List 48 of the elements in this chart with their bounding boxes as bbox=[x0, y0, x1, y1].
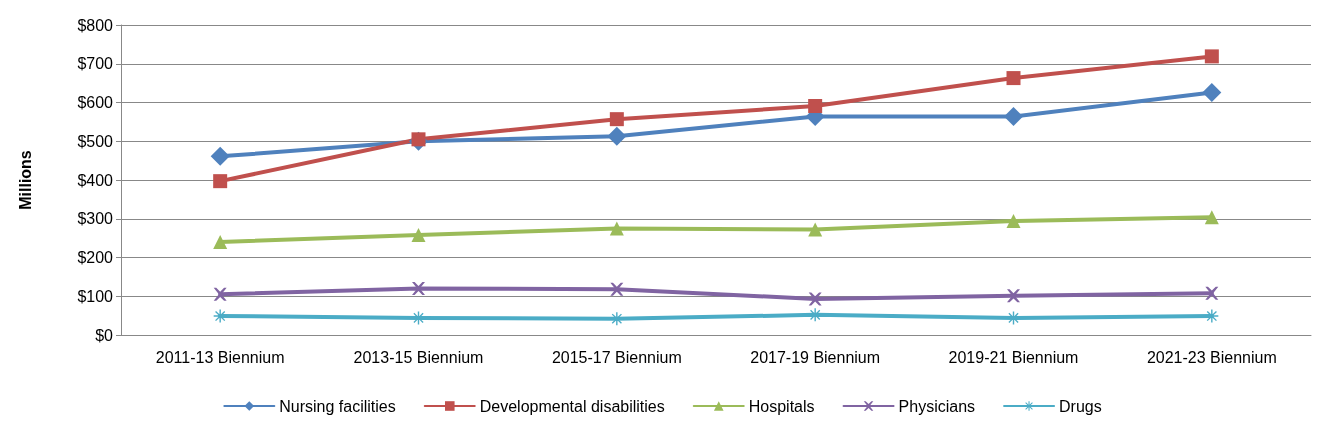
point bbox=[808, 308, 822, 322]
point bbox=[808, 222, 823, 237]
point bbox=[213, 309, 227, 323]
point bbox=[210, 146, 230, 166]
y-tick-label: $600 bbox=[77, 94, 114, 111]
legend-label: Physicians bbox=[898, 397, 976, 415]
y-tick-label: $100 bbox=[77, 287, 114, 305]
point bbox=[610, 282, 624, 296]
point bbox=[808, 292, 822, 306]
point bbox=[1205, 309, 1219, 323]
point bbox=[808, 98, 823, 113]
point bbox=[607, 126, 627, 146]
y-tick-label: $300 bbox=[77, 210, 114, 228]
point bbox=[1204, 210, 1219, 225]
y-tick-label: $400 bbox=[77, 171, 114, 189]
point bbox=[609, 112, 624, 127]
point bbox=[411, 228, 426, 243]
x-tick-label: 2013-15 Biennium bbox=[353, 348, 484, 366]
y-tick-label: $800 bbox=[77, 16, 114, 34]
legend-label: Hospitals bbox=[748, 397, 815, 415]
y-axis-title: Millions bbox=[16, 150, 34, 210]
x-tick-label: 2011-13 Biennium bbox=[155, 348, 285, 366]
point bbox=[412, 282, 425, 295]
legend-label: Developmental disabilities bbox=[479, 397, 665, 415]
point bbox=[213, 287, 227, 301]
point bbox=[610, 312, 624, 326]
x-tick-label: 2015-17 Biennium bbox=[551, 348, 682, 366]
point bbox=[1007, 311, 1020, 325]
point bbox=[609, 221, 624, 236]
point bbox=[412, 311, 425, 325]
point bbox=[1205, 286, 1219, 300]
x-tick-label: 2021-23 Biennium bbox=[1146, 348, 1277, 366]
point bbox=[1006, 71, 1021, 86]
x-tick-label: 2019-21 Biennium bbox=[948, 348, 1079, 366]
y-tick-label: $500 bbox=[77, 132, 114, 150]
legend-label: Drugs bbox=[1059, 397, 1102, 415]
y-tick-label: $0 bbox=[95, 326, 114, 344]
point bbox=[213, 174, 228, 189]
point bbox=[1004, 106, 1023, 126]
y-tick-label: $200 bbox=[77, 249, 114, 266]
point bbox=[1202, 82, 1222, 102]
y-tick-label: $700 bbox=[77, 55, 114, 73]
point bbox=[1007, 289, 1020, 303]
x-tick-label: 2017-19 Biennium bbox=[750, 348, 881, 366]
point bbox=[1204, 49, 1219, 64]
point bbox=[213, 235, 228, 249]
legend-label: Nursing facilities bbox=[279, 397, 396, 415]
point bbox=[1006, 214, 1021, 229]
